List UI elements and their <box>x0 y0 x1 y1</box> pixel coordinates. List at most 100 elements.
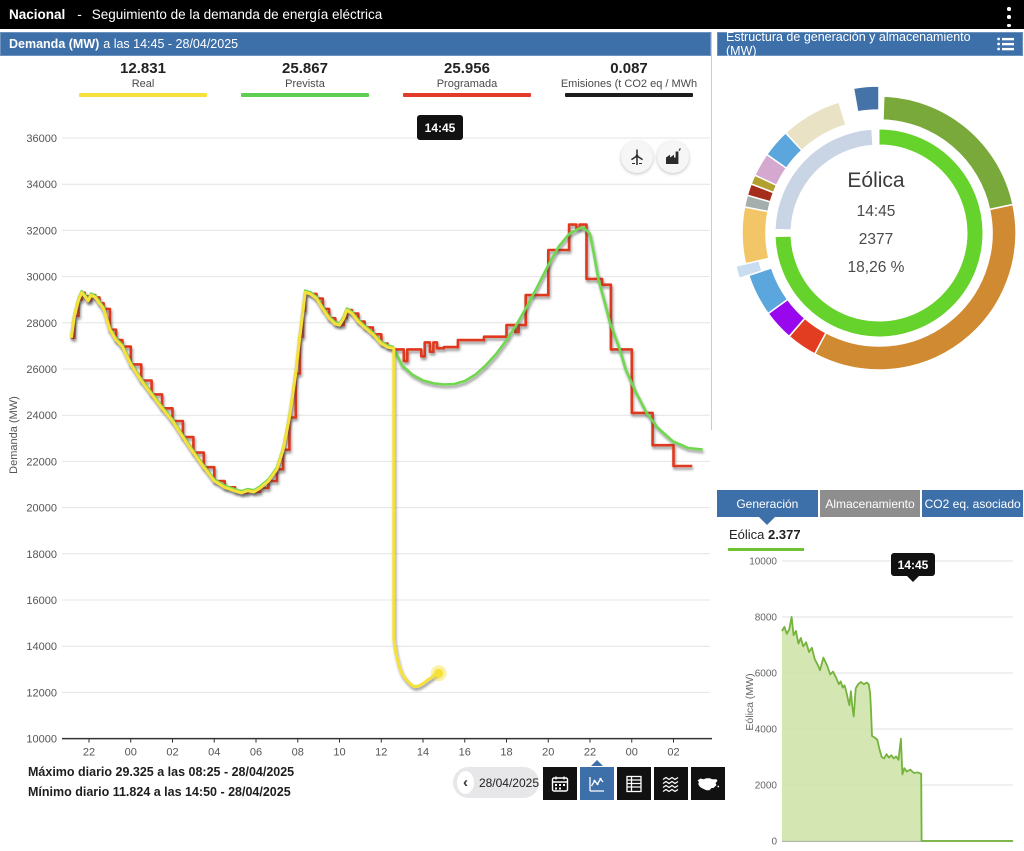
demand-panel-subtitle: a las 14:45 - 28/04/2025 <box>103 37 239 51</box>
tab-generacion[interactable]: Generación <box>717 490 818 525</box>
svg-text:32000: 32000 <box>26 225 57 237</box>
selected-series-value: 2.377 <box>768 527 801 542</box>
region-label: Nacional <box>9 7 66 22</box>
svg-text:16: 16 <box>459 747 471 759</box>
svg-text:20000: 20000 <box>26 503 57 515</box>
donut-center-labels: Eólica 14:45 2377 18,26 % <box>786 168 966 282</box>
eolica-cursor-tooltip: 14:45 <box>891 553 935 582</box>
tab-almacenamiento[interactable]: Almacenamiento <box>819 490 921 517</box>
svg-text:22: 22 <box>83 747 95 759</box>
legend-emisiones-swatch <box>565 93 693 97</box>
composition-waves-icon <box>662 776 679 792</box>
calendar-button[interactable] <box>543 767 577 800</box>
generation-donut-chart[interactable] <box>717 60 1024 480</box>
svg-text:4000: 4000 <box>755 725 778 736</box>
factory-icon <box>666 148 681 164</box>
svg-text:08: 08 <box>292 747 304 759</box>
wind-turbine-toggle-button[interactable] <box>621 141 653 173</box>
list-icon[interactable] <box>997 37 1014 51</box>
top-bar: Nacional - Seguimiento de la demanda de … <box>0 0 1024 29</box>
legend-item-emisiones[interactable]: 0.087 Emisiones (t CO2 eq / MWh <box>548 60 710 100</box>
svg-text:00: 00 <box>125 747 137 759</box>
legend-emisiones-value: 0.087 <box>610 60 648 77</box>
legend-real-swatch <box>79 93 207 97</box>
factory-toggle-button[interactable] <box>657 141 689 173</box>
demand-chart[interactable]: 3600034000320003000028000260002400022000… <box>0 105 712 765</box>
selected-series-label: Eólica 2.377 <box>729 527 801 542</box>
line-chart-icon <box>589 776 604 792</box>
svg-text:8000: 8000 <box>755 613 778 624</box>
generation-panel-header: Estructura de generación y almacenamient… <box>717 30 1023 58</box>
svg-text:22: 22 <box>584 747 596 759</box>
donut-selected-value: 2377 <box>858 231 894 248</box>
legend-item-programada[interactable]: 25.956 Programada <box>386 60 548 100</box>
svg-text:18000: 18000 <box>26 549 57 561</box>
demand-cursor-tooltip: 14:45 <box>417 115 463 140</box>
svg-text:12: 12 <box>375 747 387 759</box>
svg-text:18: 18 <box>500 747 512 759</box>
spain-map-icon <box>697 777 720 790</box>
wind-turbine-icon <box>630 149 644 165</box>
svg-text:2000: 2000 <box>755 781 778 792</box>
kebab-menu-icon[interactable] <box>1000 5 1018 29</box>
eolica-area-chart[interactable]: 10000 8000 6000 4000 2000 0 Eólica (MW) <box>715 552 1024 851</box>
legend-real-value: 12.831 <box>120 60 166 77</box>
svg-text:26000: 26000 <box>26 364 57 376</box>
svg-text:02: 02 <box>667 747 679 759</box>
svg-text:28000: 28000 <box>26 318 57 330</box>
date-picker[interactable]: ‹ 28/04/2025 <box>453 767 539 798</box>
app-title: Seguimiento de la demanda de energía elé… <box>91 7 383 22</box>
selected-series-name: Eólica <box>729 527 765 542</box>
legend-prevista-label: Prevista <box>285 78 325 90</box>
svg-text:0: 0 <box>771 837 777 848</box>
legend-item-real[interactable]: 12.831 Real <box>62 60 224 100</box>
tab-co2[interactable]: CO2 eq. asociado <box>922 490 1024 517</box>
table-button[interactable] <box>617 767 651 800</box>
daily-max-label: Máximo diario 29.325 a las 08:25 - 28/04… <box>28 765 295 779</box>
legend-programada-label: Programada <box>436 78 498 90</box>
svg-text:Demanda (MW): Demanda (MW) <box>8 396 20 474</box>
svg-text:6000: 6000 <box>755 669 778 680</box>
composition-button[interactable] <box>654 767 688 800</box>
svg-text:16000: 16000 <box>26 595 57 607</box>
selected-series-underline <box>728 548 804 551</box>
title-separator: - <box>77 7 82 22</box>
demand-panel-header: Demanda (MW) a las 14:45 - 28/04/2025 <box>0 32 711 56</box>
legend-item-prevista[interactable]: 25.867 Prevista <box>224 60 386 100</box>
daily-min-label: Mínimo diario 11.824 a las 14:50 - 28/04… <box>28 785 291 799</box>
svg-text:34000: 34000 <box>26 179 57 191</box>
svg-text:20: 20 <box>542 747 554 759</box>
svg-text:10: 10 <box>333 747 345 759</box>
legend-real-label: Real <box>131 78 155 90</box>
svg-text:06: 06 <box>250 747 262 759</box>
demand-legend: 12.831 Real 25.867 Prevista 25.956 Progr… <box>62 60 710 100</box>
svg-text:12000: 12000 <box>26 687 57 699</box>
calendar-icon <box>551 776 569 792</box>
svg-text:04: 04 <box>208 747 220 759</box>
panel-divider <box>711 32 712 430</box>
legend-programada-swatch <box>403 93 531 97</box>
svg-text:14000: 14000 <box>26 641 57 653</box>
donut-selected-time: 14:45 <box>856 203 896 220</box>
svg-text:10000: 10000 <box>26 734 57 746</box>
chevron-left-icon[interactable]: ‹ <box>457 771 474 794</box>
svg-text:36000: 36000 <box>26 133 57 145</box>
svg-text:02: 02 <box>166 747 178 759</box>
svg-text:22000: 22000 <box>26 456 57 468</box>
demand-panel-title: Demanda (MW) <box>9 37 100 51</box>
svg-text:10000: 10000 <box>749 557 777 568</box>
table-icon <box>626 775 642 792</box>
svg-text:30000: 30000 <box>26 272 57 284</box>
svg-text:Eólica (MW): Eólica (MW) <box>744 673 756 730</box>
spain-map-button[interactable] <box>691 767 725 800</box>
legend-prevista-swatch <box>241 93 369 97</box>
legend-emisiones-label: Emisiones (t CO2 eq / MWh <box>560 78 698 90</box>
view-buttons <box>543 760 725 800</box>
svg-text:14: 14 <box>417 747 429 759</box>
donut-selected-name: Eólica <box>847 169 905 192</box>
legend-prevista-value: 25.867 <box>282 60 328 77</box>
generation-tabs: Generación Almacenamiento CO2 eq. asocia… <box>717 490 1024 525</box>
legend-programada-value: 25.956 <box>444 60 490 77</box>
line-chart-button[interactable] <box>580 760 614 800</box>
